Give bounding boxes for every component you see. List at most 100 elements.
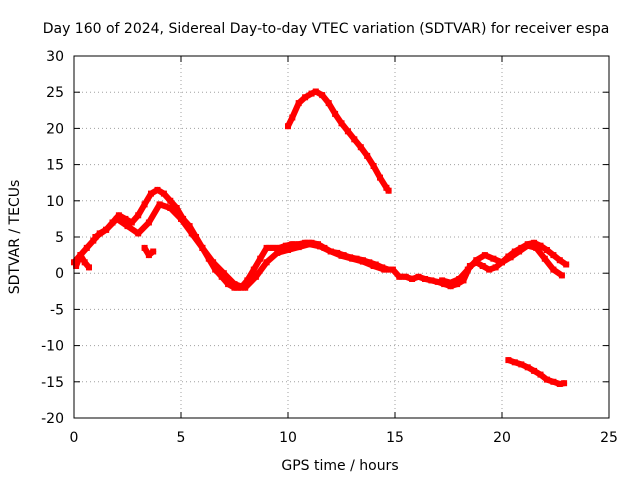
data-point	[370, 163, 377, 169]
data-point	[464, 266, 471, 273]
axes: 0 5 10 15 20 25 -20 -15 -10 -5 0 5 10 15 20 25 30	[41, 49, 618, 446]
data-point	[257, 255, 264, 262]
y-tick-label: 30	[46, 49, 64, 65]
data-point	[456, 276, 463, 282]
data-point	[231, 284, 238, 291]
data-point	[409, 276, 416, 282]
data-point	[531, 239, 538, 246]
data-point	[563, 261, 570, 268]
y-tick-label: 15	[46, 158, 64, 174]
data-point	[113, 215, 120, 222]
data-point	[543, 376, 550, 383]
data-point	[141, 244, 148, 251]
data-point	[252, 273, 259, 280]
y-tick-label: 25	[46, 85, 64, 101]
data-point	[492, 264, 499, 271]
y-tick-label: -10	[41, 339, 64, 355]
data-point	[173, 205, 180, 211]
data-point	[349, 255, 356, 262]
data-point	[81, 259, 88, 266]
data-point	[148, 190, 154, 197]
data-point	[212, 266, 219, 273]
data-point	[518, 361, 525, 368]
data-point	[285, 123, 291, 130]
series-track-e	[285, 88, 392, 194]
series-track-a	[71, 186, 392, 291]
data-point	[377, 174, 383, 181]
series-trace	[505, 357, 568, 387]
x-tick-label: 10	[279, 430, 297, 446]
data-point	[556, 381, 563, 387]
data-point	[357, 144, 364, 151]
data-point	[289, 241, 296, 248]
data-point	[160, 190, 167, 197]
data-point	[556, 257, 563, 264]
data-point	[351, 136, 358, 143]
series-track-b	[92, 201, 388, 291]
data-point	[242, 284, 249, 291]
data-point	[486, 266, 493, 273]
data-point	[274, 249, 281, 256]
data-point	[524, 364, 531, 371]
data-point	[359, 258, 366, 265]
data-point	[537, 371, 544, 378]
x-tick-label: 5	[177, 430, 186, 446]
data-point	[156, 201, 163, 208]
data-point	[533, 244, 540, 251]
data-point	[263, 259, 270, 266]
data-point	[338, 120, 345, 127]
data-point	[499, 259, 505, 266]
y-tick-label: 10	[46, 194, 64, 210]
data-point	[92, 234, 99, 240]
data-point	[77, 252, 84, 259]
data-point	[389, 266, 396, 273]
data-point	[550, 266, 557, 273]
data-point	[220, 270, 227, 277]
data-point	[115, 212, 122, 219]
data-point	[402, 273, 409, 280]
y-tick-label: 20	[46, 121, 64, 137]
x-axis-label: GPS time / hours	[281, 458, 398, 474]
data-point	[319, 92, 326, 99]
series-track-d	[141, 244, 157, 259]
data-point	[531, 367, 538, 374]
data-point	[481, 252, 488, 259]
data-point	[511, 359, 518, 366]
data-point	[441, 281, 448, 288]
data-point	[479, 263, 486, 269]
data-point	[178, 215, 184, 222]
data-point	[122, 215, 129, 222]
data-point	[317, 243, 324, 250]
data-point	[285, 247, 291, 253]
chart-title: Day 160 of 2024, Sidereal Day-to-day VTE…	[43, 21, 610, 37]
data-point	[295, 244, 302, 251]
data-point	[167, 205, 174, 211]
data-point	[244, 277, 251, 284]
data-point	[145, 252, 152, 259]
data-point	[460, 277, 467, 284]
data-point	[543, 247, 550, 253]
data-point	[263, 244, 270, 251]
data-point	[415, 273, 422, 280]
data-point	[434, 278, 441, 285]
y-axis-label: SDTVAR / TECUs	[7, 180, 23, 295]
data-point	[550, 378, 557, 385]
data-point	[154, 186, 161, 193]
data-point	[199, 244, 206, 251]
data-point	[327, 248, 334, 255]
grid	[74, 56, 609, 418]
data-point	[86, 264, 92, 271]
data-point	[447, 283, 454, 290]
data-point	[312, 88, 319, 95]
data-point	[73, 263, 80, 269]
data-point	[210, 259, 217, 266]
data-point	[188, 230, 195, 237]
data-point	[516, 248, 523, 255]
data-point	[473, 257, 480, 264]
y-tick-label: -20	[41, 411, 64, 427]
data-point	[289, 114, 296, 121]
data-point	[218, 273, 225, 280]
data-point	[225, 281, 232, 288]
data-point	[83, 244, 90, 251]
